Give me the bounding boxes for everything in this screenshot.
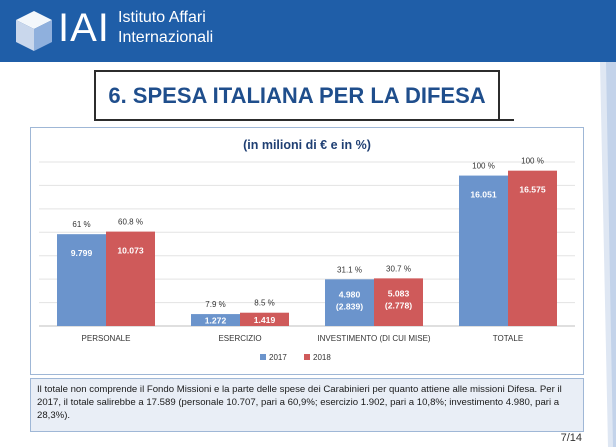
legend-label: 2017 xyxy=(269,353,287,362)
pct-label: 60.8 % xyxy=(118,218,143,227)
value-label: 1.272 xyxy=(205,316,227,326)
pct-label: 30.7 % xyxy=(386,264,411,273)
value-label: 4.980 xyxy=(339,289,361,299)
category-label: ESERCIZIO xyxy=(218,334,261,343)
sub-value-label: (2.778) xyxy=(385,300,412,310)
pct-label: 8.5 % xyxy=(254,299,274,308)
slide-title: 6. SPESA ITALIANA PER LA DIFESA xyxy=(108,82,486,108)
category-label: TOTALE xyxy=(493,334,523,343)
value-label: 9.799 xyxy=(71,248,93,258)
pct-label: 100 % xyxy=(521,157,544,166)
org-name: Istituto Affari Internazionali xyxy=(118,8,213,48)
legend-label: 2018 xyxy=(313,353,331,362)
logo-wordmark: IAI xyxy=(58,6,110,50)
legend-swatch-2017 xyxy=(260,354,266,360)
decorative-stripe xyxy=(600,62,616,447)
page-number: 7/14 xyxy=(560,432,582,444)
chart-frame: (in milioni di € e in %) 61 % 9.799 60.8 % 1… xyxy=(30,127,584,375)
title-underline xyxy=(94,119,514,121)
pct-label: 7.9 % xyxy=(205,300,225,309)
value-label: 16.575 xyxy=(519,185,546,195)
category-label: PERSONALE xyxy=(82,334,131,343)
bar-2017-4 xyxy=(459,175,508,326)
bar-2017-2 xyxy=(191,314,240,326)
footnote: Il totale non comprende il Fondo Mission… xyxy=(30,378,584,432)
chart-title: (in milioni di € e in %) xyxy=(243,138,371,152)
category-label: INVESTIMENTO (DI CUI MISE) xyxy=(317,334,431,343)
slide-title-box: 6. SPESA ITALIANA PER LA DIFESA xyxy=(94,70,514,121)
value-label: 5.083 xyxy=(388,288,410,298)
pct-label: 61 % xyxy=(72,220,90,229)
bar-2018-3 xyxy=(374,278,423,326)
pct-label: 100 % xyxy=(472,162,495,171)
legend-swatch-2018 xyxy=(304,354,310,360)
bar-2018-2 xyxy=(240,312,289,326)
org-name-line1: Istituto Affari xyxy=(118,9,206,26)
pct-label: 31.1 % xyxy=(337,265,362,274)
bar-2017-1 xyxy=(57,234,106,326)
bar-2018-4 xyxy=(508,170,557,326)
bar-2018-1 xyxy=(106,231,155,326)
bar-chart: (in milioni di € e in %) 61 % 9.799 60.8 % 1… xyxy=(39,138,575,362)
value-label: 16.051 xyxy=(470,190,497,200)
sub-value-label: (2.839) xyxy=(336,301,363,311)
cube-logo-icon xyxy=(16,11,52,51)
value-label: 1.419 xyxy=(254,315,276,325)
bar-2017-3 xyxy=(325,279,374,326)
header-bar: IAI Istituto Affari Internazionali xyxy=(0,0,616,62)
org-name-line2: Internazionali xyxy=(118,29,214,46)
value-label: 10.073 xyxy=(117,246,144,256)
